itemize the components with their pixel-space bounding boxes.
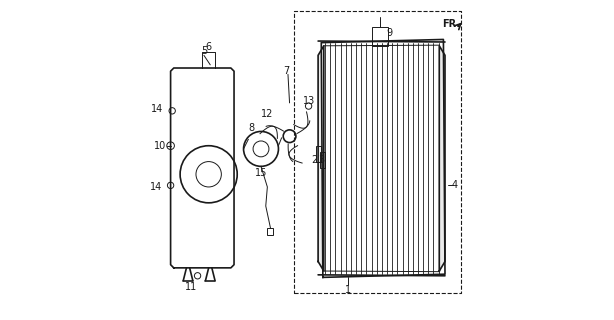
Bar (372, 27, 388, 46)
Bar (267, 228, 273, 235)
Bar (320, 152, 325, 168)
Text: 15: 15 (255, 168, 267, 178)
Text: 14: 14 (151, 104, 163, 114)
Text: 4: 4 (451, 180, 457, 190)
Polygon shape (318, 46, 324, 271)
Bar (316, 146, 321, 162)
Text: 5: 5 (201, 45, 207, 56)
Text: 12: 12 (261, 109, 273, 119)
Text: 7: 7 (283, 66, 290, 76)
Text: 13: 13 (303, 96, 316, 106)
Text: 1: 1 (345, 285, 351, 295)
Text: 14: 14 (150, 182, 163, 192)
Polygon shape (439, 46, 445, 271)
Text: 9: 9 (386, 28, 392, 38)
Text: FR.: FR. (442, 19, 460, 28)
Text: 6: 6 (206, 42, 212, 52)
Text: 11: 11 (185, 282, 197, 292)
Text: 2: 2 (311, 155, 317, 165)
Text: 8: 8 (249, 123, 255, 133)
Text: 10: 10 (154, 141, 166, 151)
Text: 3: 3 (318, 155, 324, 165)
